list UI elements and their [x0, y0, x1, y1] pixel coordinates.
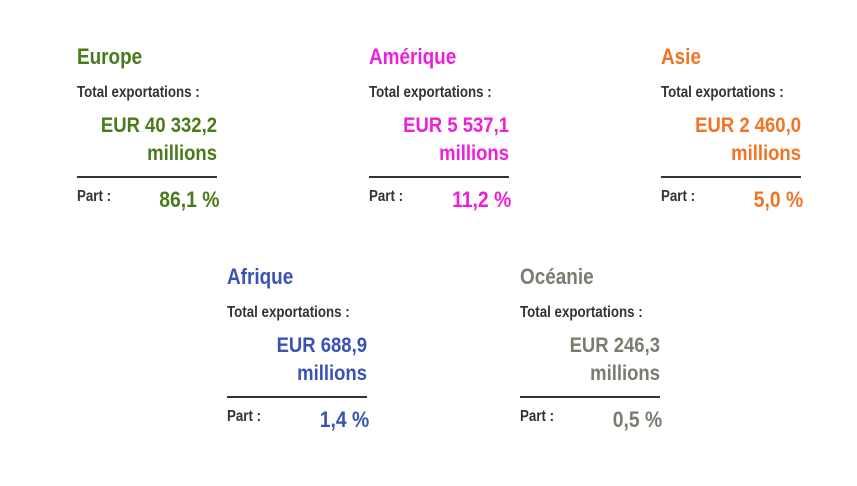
export-amount-unit: millions: [590, 362, 660, 385]
share-value: 0,5 %: [612, 407, 662, 432]
region-card-asie: Asie Total exportations : EUR 2 460,0 mi…: [661, 44, 803, 216]
share-row: Part : 86,1 %: [77, 186, 219, 216]
export-amount-value: EUR 2 460,0: [695, 114, 801, 137]
export-amount-unit: millions: [297, 362, 367, 385]
export-amount-value: EUR 246,3: [569, 334, 660, 357]
divider: [77, 176, 217, 178]
divider: [369, 176, 509, 178]
total-exports-label: Total exportations :: [77, 84, 200, 101]
share-value: 1,4 %: [319, 407, 369, 432]
share-label: Part :: [227, 408, 262, 425]
region-card-amerique: Amérique Total exportations : EUR 5 537,…: [369, 44, 511, 216]
region-card-europe: Europe Total exportations : EUR 40 332,2…: [77, 44, 219, 216]
total-exports-label: Total exportations :: [227, 304, 350, 321]
share-value: 11,2 %: [451, 187, 511, 212]
share-row: Part : 5,0 %: [661, 186, 803, 216]
share-label: Part :: [369, 188, 404, 205]
export-amount: EUR 2 460,0 millions: [678, 112, 801, 168]
share-label: Part :: [661, 188, 696, 205]
export-amount: EUR 40 332,2 millions: [94, 112, 217, 168]
export-amount-value: EUR 40 332,2: [100, 114, 217, 137]
region-title: Océanie: [520, 264, 594, 289]
divider: [227, 396, 367, 398]
total-exports-label: Total exportations :: [520, 304, 643, 321]
export-amount-value: EUR 5 537,1: [403, 114, 509, 137]
region-title: Asie: [661, 44, 701, 69]
export-amount-unit: millions: [147, 142, 217, 165]
share-value: 5,0 %: [753, 187, 803, 212]
total-exports-label: Total exportations :: [369, 84, 492, 101]
export-amount: EUR 5 537,1 millions: [386, 112, 509, 168]
share-row: Part : 1,4 %: [227, 406, 369, 436]
divider: [520, 396, 660, 398]
share-label: Part :: [520, 408, 555, 425]
export-amount-value: EUR 688,9: [276, 334, 367, 357]
region-title: Afrique: [227, 264, 294, 289]
share-row: Part : 0,5 %: [520, 406, 662, 436]
share-row: Part : 11,2 %: [369, 186, 511, 216]
export-amount: EUR 688,9 millions: [244, 332, 367, 388]
region-title: Amérique: [369, 44, 457, 69]
total-exports-label: Total exportations :: [661, 84, 784, 101]
export-amount-unit: millions: [439, 142, 509, 165]
export-amount-unit: millions: [731, 142, 801, 165]
region-card-oceanie: Océanie Total exportations : EUR 246,3 m…: [520, 264, 662, 436]
region-title: Europe: [77, 44, 143, 69]
divider: [661, 176, 801, 178]
region-card-afrique: Afrique Total exportations : EUR 688,9 m…: [227, 264, 369, 436]
share-value: 86,1 %: [158, 187, 219, 212]
share-label: Part :: [77, 188, 112, 205]
export-amount: EUR 246,3 millions: [537, 332, 660, 388]
